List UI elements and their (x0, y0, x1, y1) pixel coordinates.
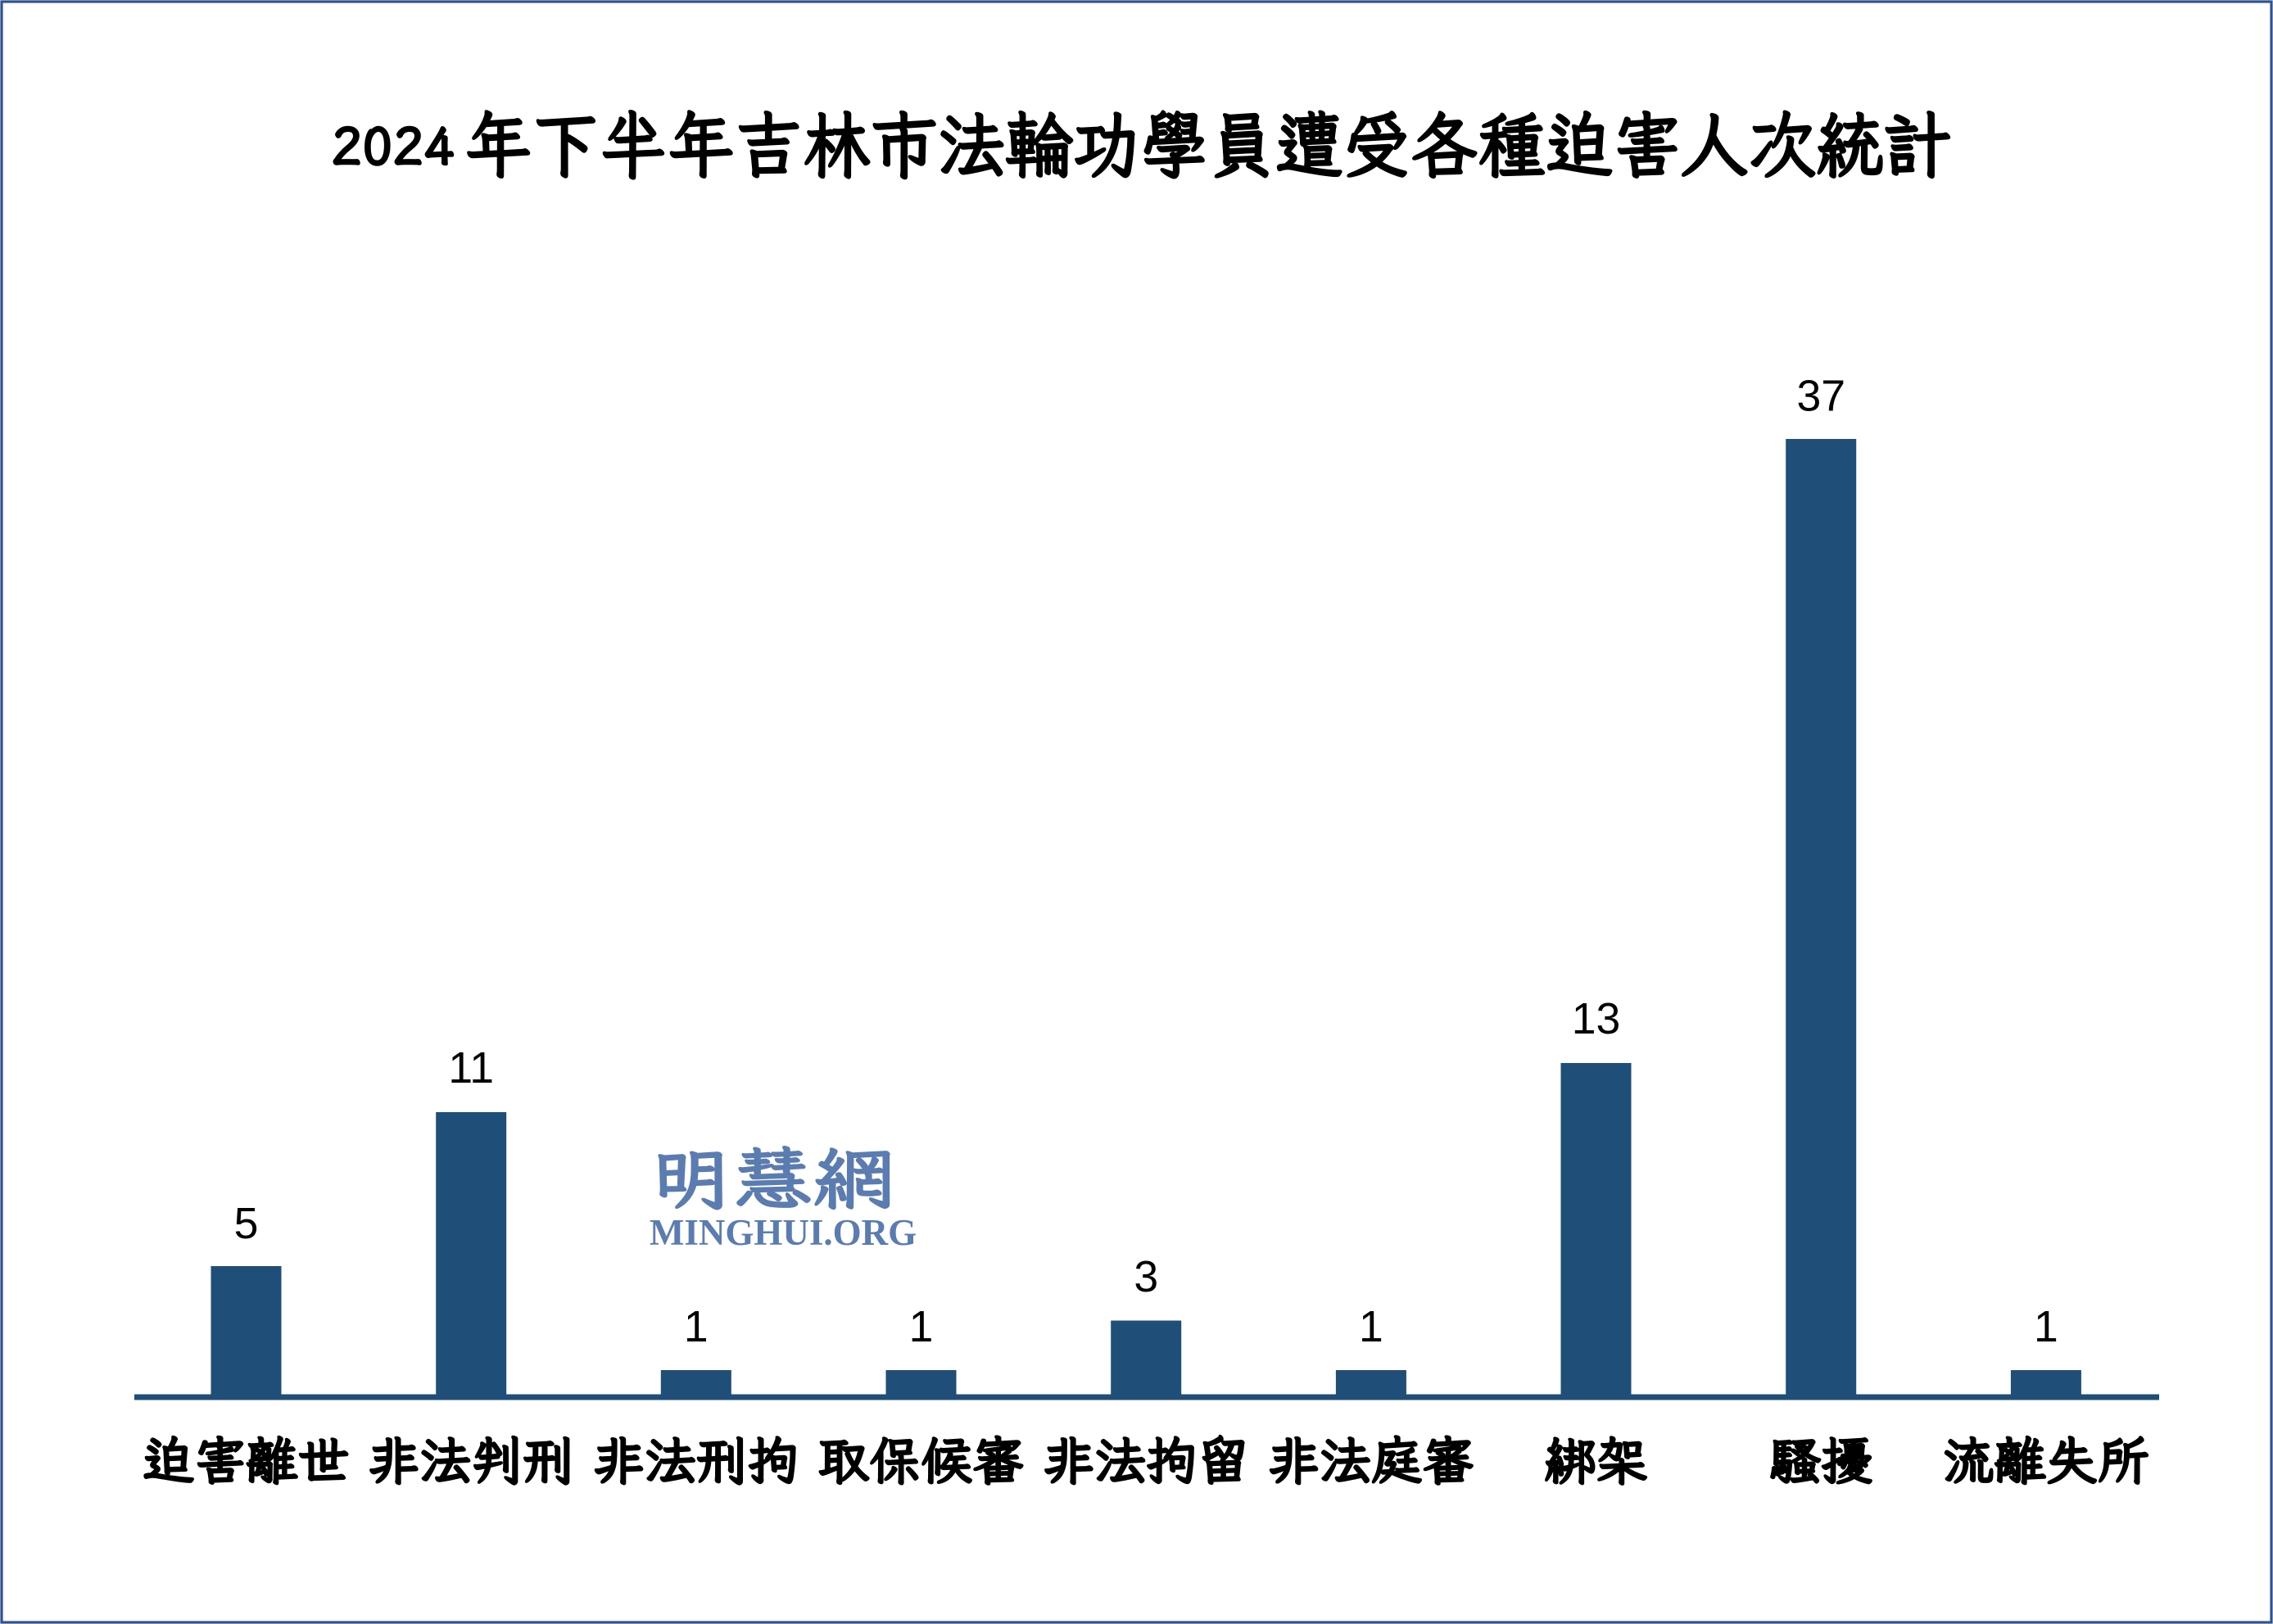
svg-text:1: 1 (1359, 1303, 1383, 1351)
svg-text:1: 1 (2034, 1303, 2058, 1351)
svg-text:1: 1 (909, 1303, 934, 1351)
svg-text:MINGHUI.ORG: MINGHUI.ORG (650, 1212, 917, 1253)
svg-text:13: 13 (1572, 995, 1621, 1043)
svg-text:5: 5 (234, 1200, 259, 1248)
svg-text:3: 3 (1134, 1253, 1158, 1301)
svg-text:1: 1 (684, 1303, 709, 1351)
svg-text:37: 37 (1796, 373, 1845, 421)
svg-text:11: 11 (448, 1044, 494, 1092)
